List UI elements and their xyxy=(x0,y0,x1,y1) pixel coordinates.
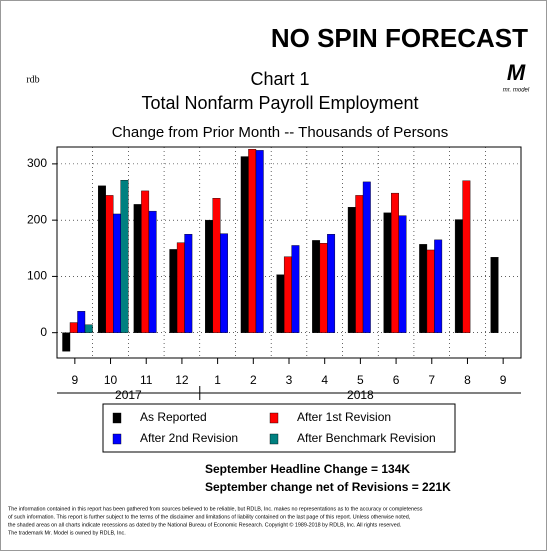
y-tick-label: 100 xyxy=(27,269,47,283)
bar xyxy=(462,180,471,333)
bar xyxy=(355,195,364,333)
bar xyxy=(454,219,463,333)
chart-title-2: Total Nonfarm Payroll Employment xyxy=(141,93,418,113)
bar xyxy=(212,198,221,333)
bar xyxy=(84,324,93,333)
legend-label: After 1st Revision xyxy=(297,410,391,424)
x-tick-label: 11 xyxy=(140,373,153,387)
disclaimer-line: the shaded areas on all charts indicate … xyxy=(8,521,401,528)
legend-swatch xyxy=(112,433,122,445)
bar xyxy=(97,185,106,333)
x-tick-label: 2 xyxy=(250,373,257,387)
x-tick-label: 1 xyxy=(214,373,221,387)
bar xyxy=(120,179,129,333)
x-tick-label: 8 xyxy=(464,373,471,387)
y-tick-label: 200 xyxy=(27,212,47,226)
bar xyxy=(398,215,407,333)
legend-swatch xyxy=(269,412,279,424)
legend-label: After 2nd Revision xyxy=(140,431,238,445)
disclaimer: The information contained in this report… xyxy=(8,506,423,536)
right-logo: M xyxy=(507,60,526,85)
right-logo-caption: mr. model xyxy=(503,88,530,94)
legend-label: As Reported xyxy=(140,410,207,424)
bar xyxy=(62,332,71,352)
bar xyxy=(255,150,264,333)
bar xyxy=(240,156,249,333)
bar xyxy=(347,207,356,333)
bar xyxy=(490,257,499,333)
bar xyxy=(176,242,185,333)
bar xyxy=(362,181,371,333)
bar xyxy=(319,243,328,333)
x-tick-label: 9 xyxy=(72,373,79,387)
legend-swatch xyxy=(112,412,122,424)
bar xyxy=(184,234,193,333)
note: September Headline Change = 134K xyxy=(205,462,410,476)
bar xyxy=(276,274,285,333)
bar xyxy=(426,249,435,333)
bar xyxy=(77,311,86,333)
chart-title: Chart 1 xyxy=(250,69,309,89)
year-label: 2018 xyxy=(347,388,374,402)
bar xyxy=(105,195,114,333)
legend-label: After Benchmark Revision xyxy=(297,431,436,445)
bar xyxy=(383,212,392,333)
y-tick-label: 300 xyxy=(27,156,47,170)
brand: NO SPIN FORECAST xyxy=(271,23,528,53)
x-tick-label: 10 xyxy=(104,373,118,387)
bar xyxy=(419,244,428,333)
disclaimer-line: of such information. This report is furt… xyxy=(8,514,411,520)
x-tick-label: 4 xyxy=(321,373,328,387)
disclaimer-line: The trademark Mr. Model is owned by RDLB… xyxy=(8,530,126,536)
note: September change net of Revisions = 221K xyxy=(205,480,451,494)
bar xyxy=(434,239,443,333)
bar xyxy=(205,219,213,333)
bar xyxy=(141,190,150,333)
bar xyxy=(283,256,292,333)
x-tick-label: 6 xyxy=(393,373,400,387)
bar xyxy=(112,213,121,333)
left-logo: rdb xyxy=(26,74,39,85)
x-tick-label: 3 xyxy=(286,373,293,387)
x-tick-label: 5 xyxy=(357,373,364,387)
bar xyxy=(327,234,336,333)
bar xyxy=(248,149,257,333)
chart-subtitle: Change from Prior Month -- Thousands of … xyxy=(112,124,449,141)
bar xyxy=(291,245,300,333)
bar xyxy=(391,192,399,333)
x-tick-label: 7 xyxy=(428,373,435,387)
bar xyxy=(133,204,142,333)
bar xyxy=(220,233,228,333)
legend-swatch xyxy=(269,433,279,445)
bar xyxy=(69,322,78,333)
disclaimer-line: The information contained in this report… xyxy=(8,506,423,512)
legend-box xyxy=(102,403,456,453)
bar xyxy=(312,240,321,333)
year-label: 2017 xyxy=(115,388,142,402)
x-tick-label: 9 xyxy=(500,373,507,387)
x-tick-label: 12 xyxy=(175,373,189,387)
y-tick-label: 0 xyxy=(40,325,47,339)
bar xyxy=(169,249,178,333)
bar xyxy=(148,210,157,333)
